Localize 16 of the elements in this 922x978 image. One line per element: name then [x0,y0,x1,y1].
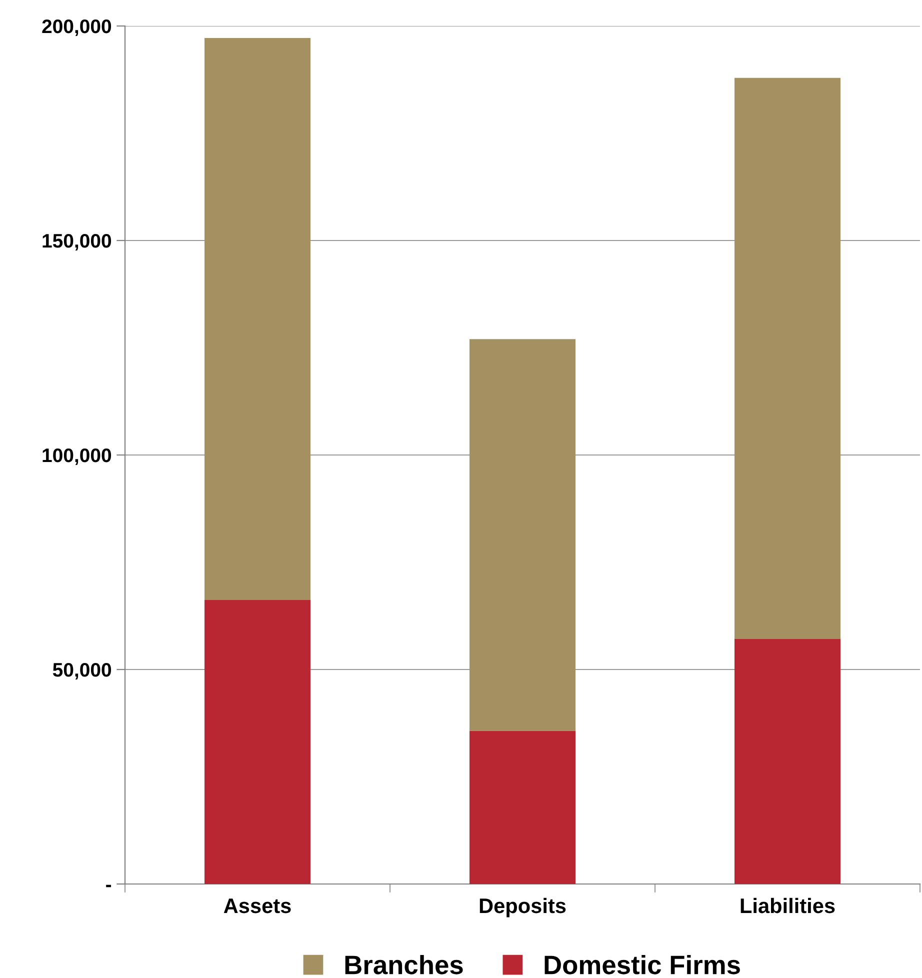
x-tick-label: Liabilities [740,898,835,914]
y-tick-label: 50,000 [52,662,112,680]
bar [734,78,840,640]
y-tick-label: 200,000 [42,19,112,36]
legend-label: Branches [345,954,463,974]
x-tick-label: Assets [224,898,291,914]
legend-label: Domestic Firms [544,954,740,974]
y-tick-label: 100,000 [42,448,112,466]
bar [204,600,310,884]
y-tick-label: - [106,884,112,888]
bar [470,339,576,731]
bar [204,38,310,600]
bar [470,730,576,884]
y-tick-label: 150,000 [42,234,112,251]
bar [734,639,840,884]
x-tick-label: Deposits [480,898,566,918]
